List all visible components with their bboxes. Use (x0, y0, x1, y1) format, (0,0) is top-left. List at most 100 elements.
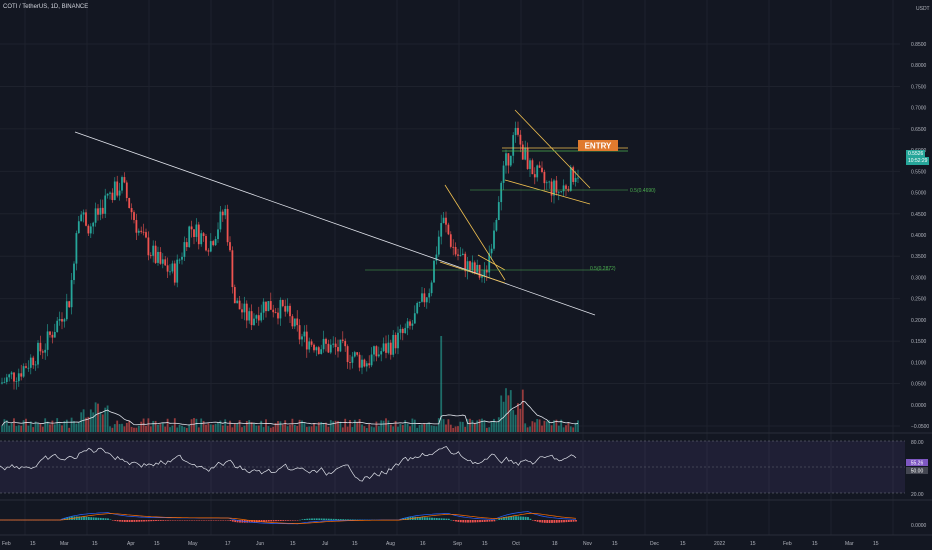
volume-bar (68, 427, 71, 432)
time-axis-label: 17 (225, 541, 231, 547)
volume-bar (430, 425, 433, 432)
candle-body (308, 341, 311, 350)
candle-body (363, 359, 366, 367)
macd-histogram-bar (505, 516, 508, 520)
macd-histogram-bar (570, 520, 573, 522)
rsi-axis-label: 20.00 (911, 492, 924, 498)
time-axis-label: 18 (552, 541, 558, 547)
macd-histogram-bar (479, 520, 481, 523)
volume-bar (224, 419, 227, 432)
candle-body (27, 367, 30, 369)
volume-bar (44, 418, 47, 432)
rsi-level-badge (906, 467, 928, 474)
price-axis-label: 0.7500 (911, 84, 927, 90)
time-axis-label: Jul (322, 541, 328, 547)
macd-histogram-bar (431, 517, 433, 520)
macd-histogram-bar (414, 516, 417, 520)
macd-histogram-bar (291, 520, 294, 521)
candle-body (135, 220, 138, 233)
volume-bar (349, 419, 351, 432)
candle-body (519, 134, 522, 145)
candle-body (97, 208, 99, 215)
candle-body (346, 346, 349, 363)
candle-body (493, 230, 495, 249)
volume-bar (373, 427, 375, 432)
volume-bar (219, 420, 222, 432)
volume-bar (274, 423, 277, 432)
candle-body (344, 340, 347, 347)
macd-histogram-bar (270, 520, 273, 522)
macd-histogram-bar (248, 520, 251, 523)
axes: 0.8500 0.7500 0.6500 0.5500 0.4500 0.3500 0.25… (2, 42, 929, 547)
macd-histogram-bar (330, 518, 333, 520)
volume-bar (392, 426, 395, 432)
candle-body (111, 192, 114, 201)
volume-bar (505, 388, 507, 432)
volume-bar (305, 426, 308, 432)
volume-bar (1, 425, 3, 432)
candle-body (526, 147, 529, 169)
volume-bar (416, 427, 419, 432)
volume-bar (164, 426, 167, 432)
candles (1, 121, 579, 390)
countdown-badge: 10:52:29 (906, 157, 930, 165)
macd-histogram-bar (155, 520, 157, 522)
volume-bar (543, 420, 546, 432)
candle-body (85, 212, 87, 226)
macd-histogram-bar (246, 520, 249, 523)
macd-histogram-bar (99, 517, 102, 520)
volume-bar (574, 422, 577, 432)
volume-bar (397, 426, 399, 432)
rsi-axis-label: 80.00 (911, 440, 924, 446)
macd-histogram-bar (572, 520, 575, 522)
volume-bar (142, 418, 145, 432)
candle-body (104, 195, 107, 214)
macd-histogram-bar (80, 516, 83, 520)
candle-body (22, 366, 25, 377)
candle-body (385, 343, 387, 353)
candle-body (531, 160, 534, 175)
time-axis-label: Nov (583, 541, 592, 547)
macd-histogram-bar (150, 520, 153, 522)
macd-histogram-bar (536, 520, 539, 522)
macd-histogram-bar (186, 520, 189, 521)
candle-body (140, 230, 143, 232)
macd-histogram-bar (541, 520, 544, 523)
volume-bar (358, 418, 361, 432)
volume-bar (293, 424, 296, 432)
candle-body (65, 301, 68, 320)
macd-histogram-bar (193, 520, 196, 521)
volume-bar (20, 425, 23, 432)
volume-bar (80, 412, 83, 432)
macd-axis-label: 0.0000 (911, 523, 927, 529)
candle-body (58, 319, 61, 321)
macd-histogram-bar (467, 520, 469, 523)
macd-histogram-bar (157, 520, 160, 521)
macd-histogram-bar (140, 520, 143, 522)
candle-body (293, 318, 296, 327)
volume-bar (452, 427, 455, 432)
symbol-header[interactable]: COTI / TetherUS, 1D, BINANCE (3, 4, 89, 10)
macd-histogram-bar (63, 517, 66, 520)
macd-histogram-bar (169, 520, 172, 521)
candle-body (176, 259, 179, 283)
macd-histogram-bar (78, 516, 81, 520)
volume-bar (94, 402, 97, 432)
price-axis-label: −0.0500 (911, 424, 929, 430)
macd-histogram-bar (75, 516, 78, 520)
volume-bar (363, 426, 366, 432)
volume-bar (461, 421, 464, 432)
candle-body (317, 347, 320, 354)
volume-bar (560, 419, 563, 432)
candle-body (413, 313, 416, 324)
drawings[interactable]: ENTRY 0.5(0.4690) 0.5(0.2872) (74, 109, 656, 316)
macd-histogram-bar (138, 520, 141, 522)
candle-body (399, 328, 402, 333)
volume-bar (58, 423, 61, 432)
candle-body (1, 382, 3, 384)
volume-bar (250, 422, 253, 432)
volume-bar (389, 424, 392, 432)
volume-bar (572, 427, 575, 432)
candle-body (538, 165, 541, 168)
